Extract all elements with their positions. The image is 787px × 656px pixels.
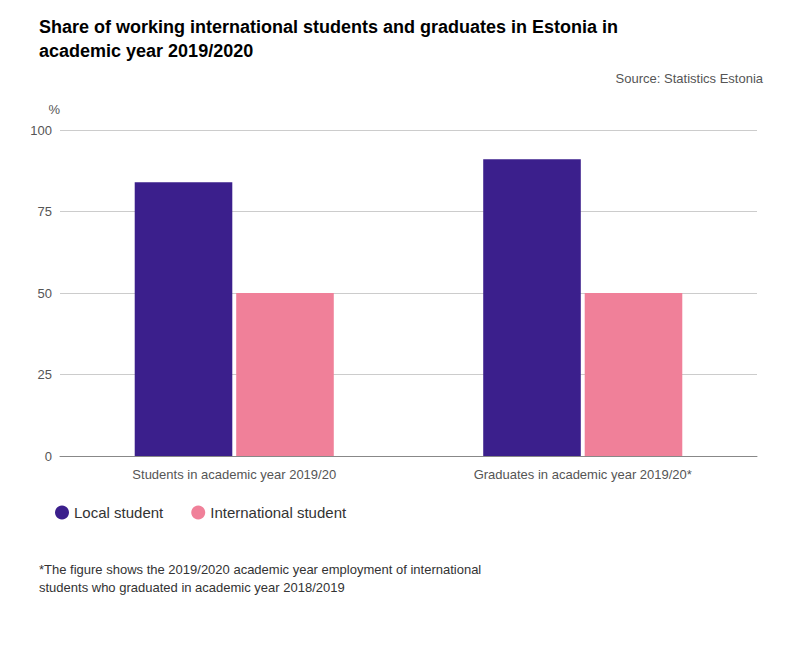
svg-text:*The figure shows the 2019/202: *The figure shows the 2019/2020 academic…: [39, 562, 481, 577]
svg-text:0: 0: [45, 449, 52, 464]
svg-text:75: 75: [38, 204, 52, 219]
svg-text:Local student: Local student: [74, 504, 164, 521]
svg-text:Graduates in academic year 201: Graduates in academic year 2019/20*: [474, 467, 692, 482]
svg-text:100: 100: [30, 123, 52, 138]
svg-text:%: %: [48, 102, 60, 117]
svg-text:Source: Statistics Estonia: Source: Statistics Estonia: [616, 71, 764, 86]
svg-text:25: 25: [38, 367, 52, 382]
svg-text:Students in academic year 2019: Students in academic year 2019/20: [132, 467, 336, 482]
svg-text:academic year 2019/2020: academic year 2019/2020: [39, 41, 253, 61]
svg-text:International student: International student: [210, 504, 347, 521]
svg-text:students who graduated in acad: students who graduated in academic year …: [39, 580, 345, 595]
svg-text:50: 50: [38, 286, 52, 301]
svg-text:Share of working international: Share of working international students …: [39, 17, 618, 37]
